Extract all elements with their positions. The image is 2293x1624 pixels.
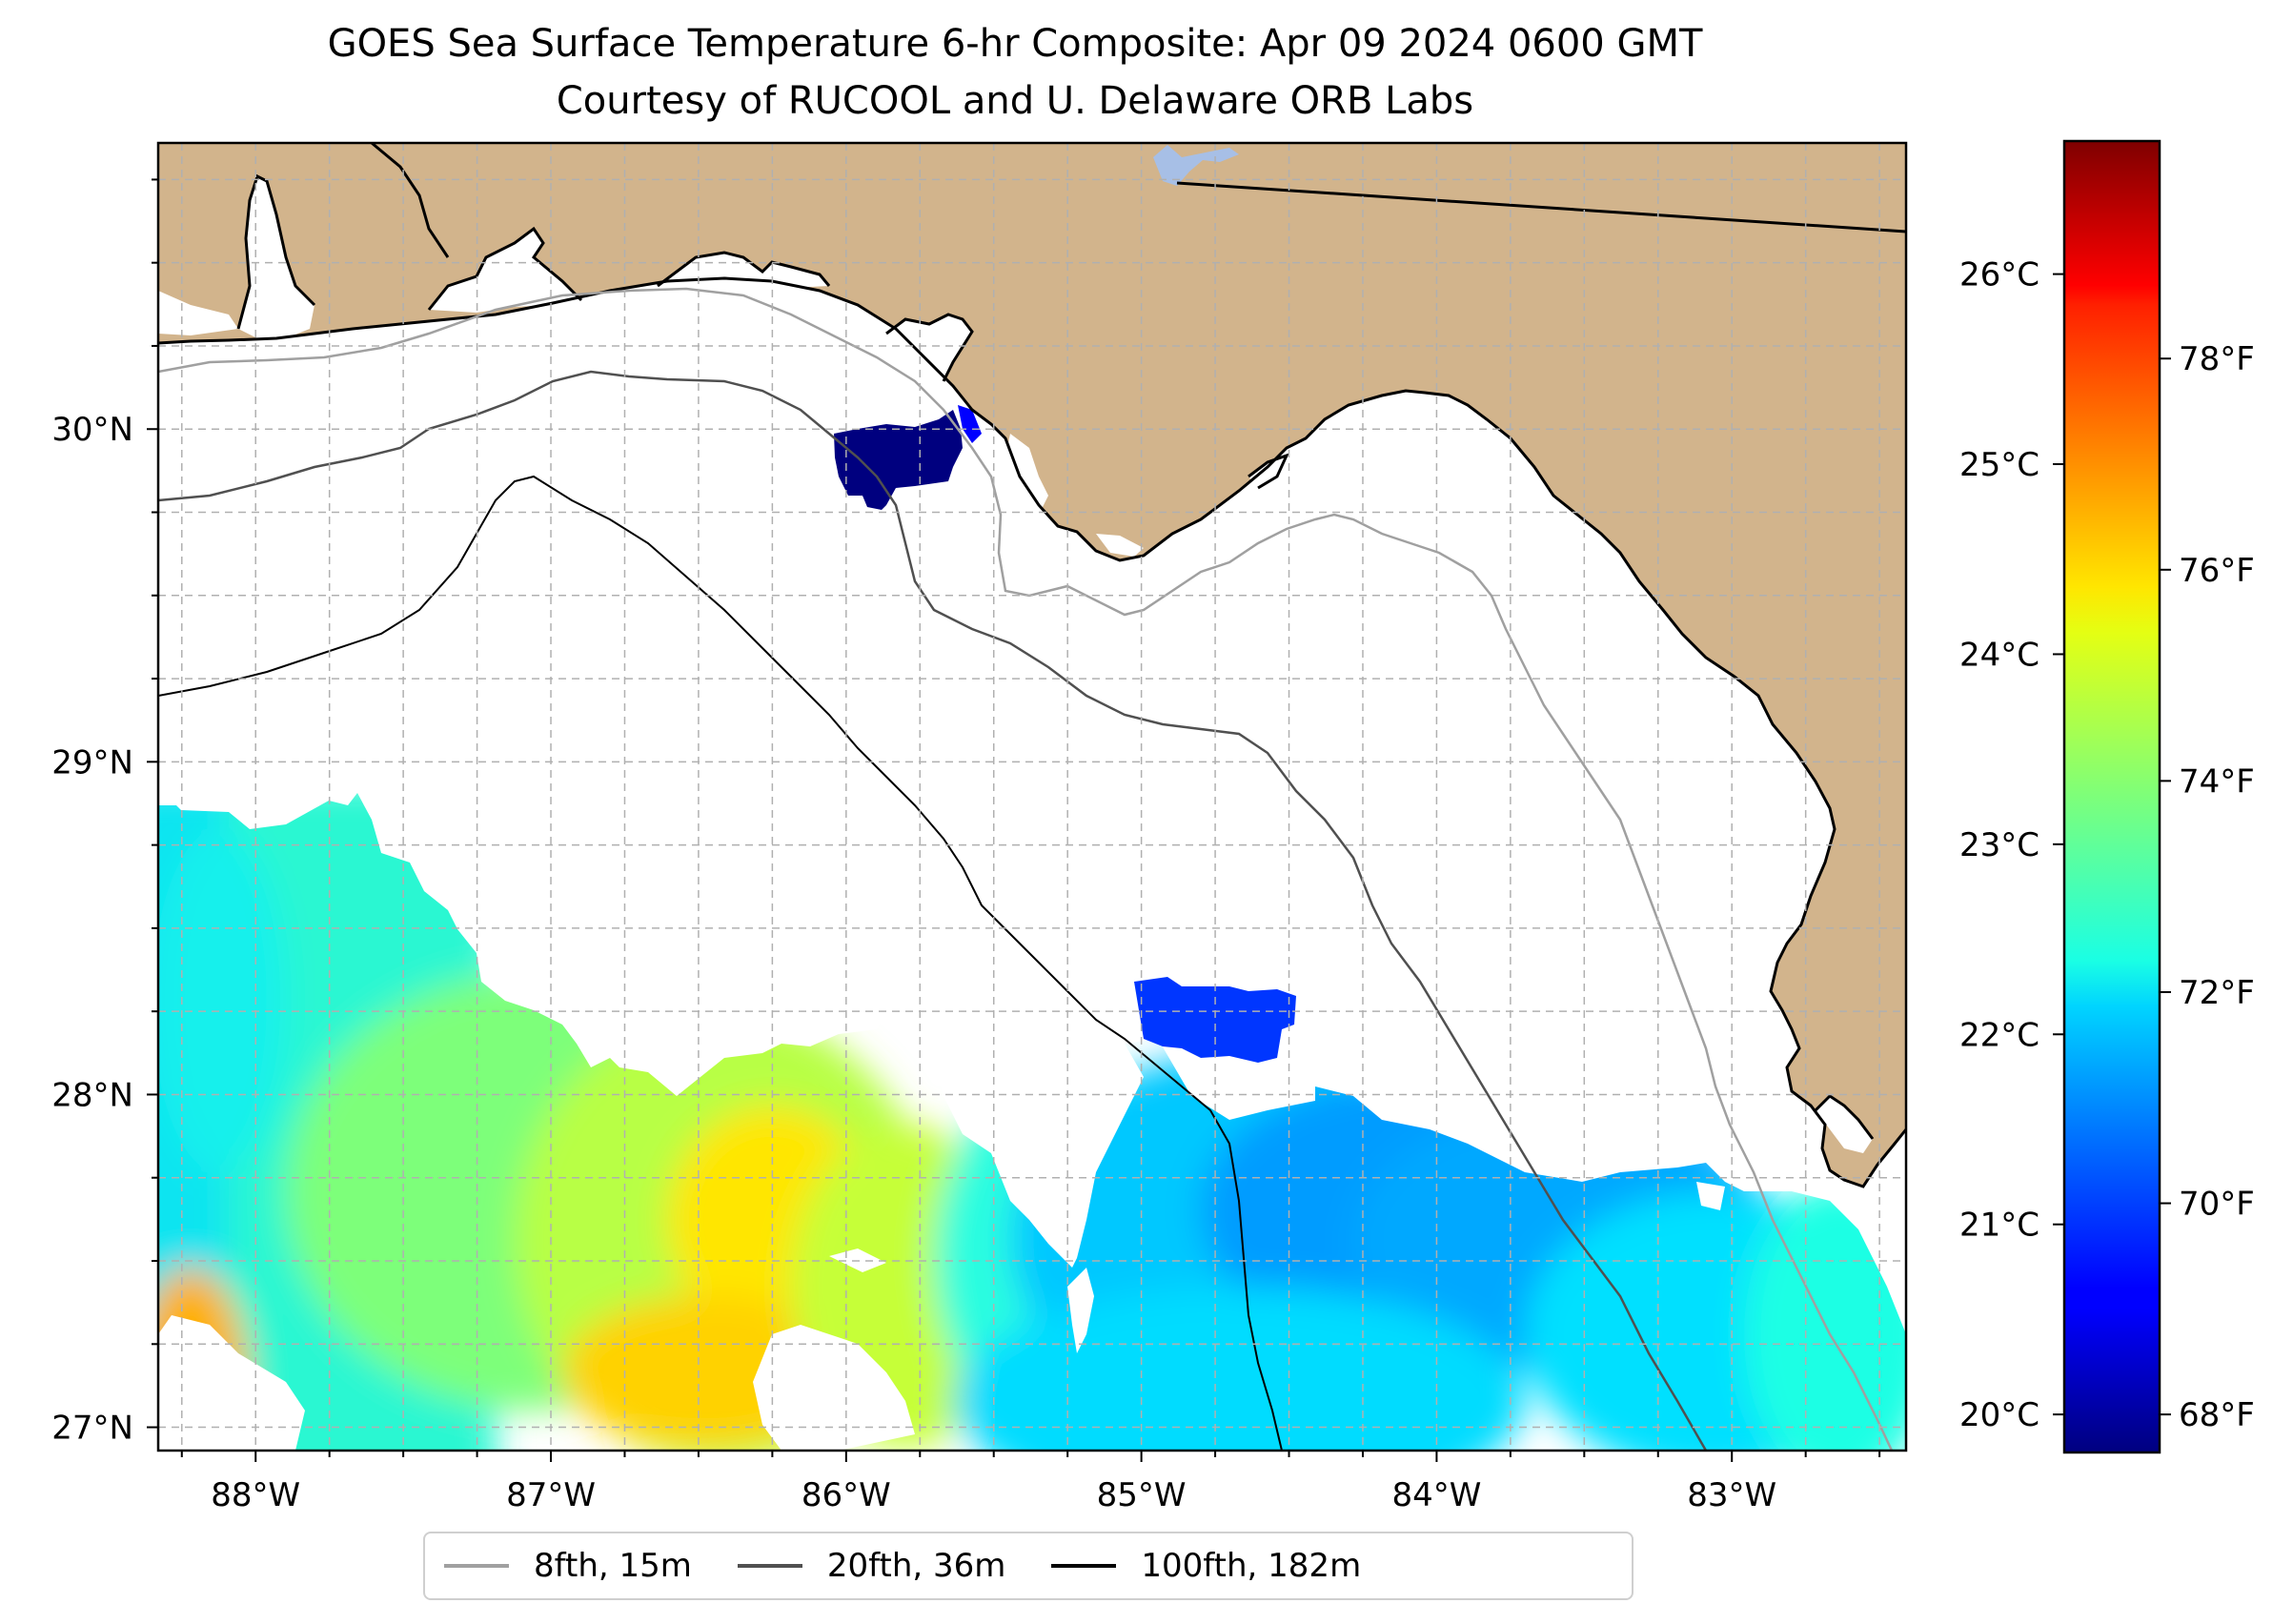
gridlines (158, 143, 1906, 1451)
lat-tick-label: 30°N (51, 411, 133, 449)
legend-item-8fth: 8fth, 15m (444, 1547, 692, 1585)
colorbar (2062, 139, 2161, 1454)
legend-label: 100fth, 182m (1141, 1547, 1362, 1585)
coastline (158, 143, 1906, 1188)
map-subtitle: Courtesy of RUCOOL and U. Delaware ORB L… (556, 79, 1474, 123)
celsius-tick-label: 26°C (1959, 256, 2039, 294)
celsius-tick-label: 25°C (1959, 446, 2039, 484)
lon-tick-label: 87°W (506, 1476, 596, 1514)
legend-swatch (1051, 1564, 1117, 1568)
legend-label: 8fth, 15m (534, 1547, 692, 1585)
land (158, 143, 1906, 1187)
lon-tick-label: 83°W (1687, 1476, 1776, 1514)
map-title: GOES Sea Surface Temperature 6-hr Compos… (327, 22, 1703, 66)
map-area (158, 143, 1906, 1451)
celsius-tick-label: 23°C (1959, 826, 2039, 864)
legend-swatch (737, 1564, 802, 1568)
lat-tick-label: 27°N (51, 1410, 133, 1448)
legend-label: 20fth, 36m (826, 1547, 1006, 1585)
fahrenheit-tick-label: 68°F (2179, 1396, 2255, 1434)
legend: 8fth, 15m 20fth, 36m 100fth, 182m (423, 1532, 1634, 1600)
fahrenheit-tick-label: 76°F (2179, 552, 2255, 590)
cold-patch-north (834, 410, 963, 510)
longitude-axis: 88°W 87°W 86°W 85°W 84°W 83°W (180, 1451, 1881, 1514)
lon-tick-label: 88°W (211, 1476, 300, 1514)
legend-swatch (444, 1564, 509, 1568)
celsius-tick-label: 20°C (1959, 1396, 2039, 1434)
lon-tick-label: 85°W (1097, 1476, 1187, 1514)
colorbar-fahrenheit-axis: 68°F 70°F 72°F 74°F 76°F 78°F (2160, 340, 2255, 1434)
latitude-axis: 27°N 28°N 29°N 30°N (51, 178, 158, 1448)
lon-tick-label: 86°W (802, 1476, 891, 1514)
lake (1153, 145, 1239, 186)
celsius-tick-label: 21°C (1959, 1207, 2039, 1245)
fahrenheit-tick-label: 74°F (2179, 762, 2255, 801)
celsius-tick-label: 22°C (1959, 1016, 2039, 1054)
lon-tick-label: 84°W (1391, 1476, 1481, 1514)
celsius-tick-label: 24°C (1959, 636, 2039, 674)
fahrenheit-tick-label: 70°F (2179, 1186, 2255, 1224)
lat-tick-label: 29°N (51, 743, 133, 782)
colorbar-celsius-axis: 20°C 21°C 22°C 23°C 24°C 25°C 26°C (1959, 256, 2064, 1434)
map-frame (156, 141, 1908, 1452)
fahrenheit-tick-label: 72°F (2179, 974, 2255, 1012)
lat-tick-label: 28°N (51, 1076, 133, 1114)
legend-item-20fth: 20fth, 36m (737, 1547, 1006, 1585)
cold-patch-central (1134, 977, 1296, 1063)
fahrenheit-tick-label: 78°F (2179, 340, 2255, 378)
legend-item-100fth: 100fth, 182m (1051, 1547, 1361, 1585)
